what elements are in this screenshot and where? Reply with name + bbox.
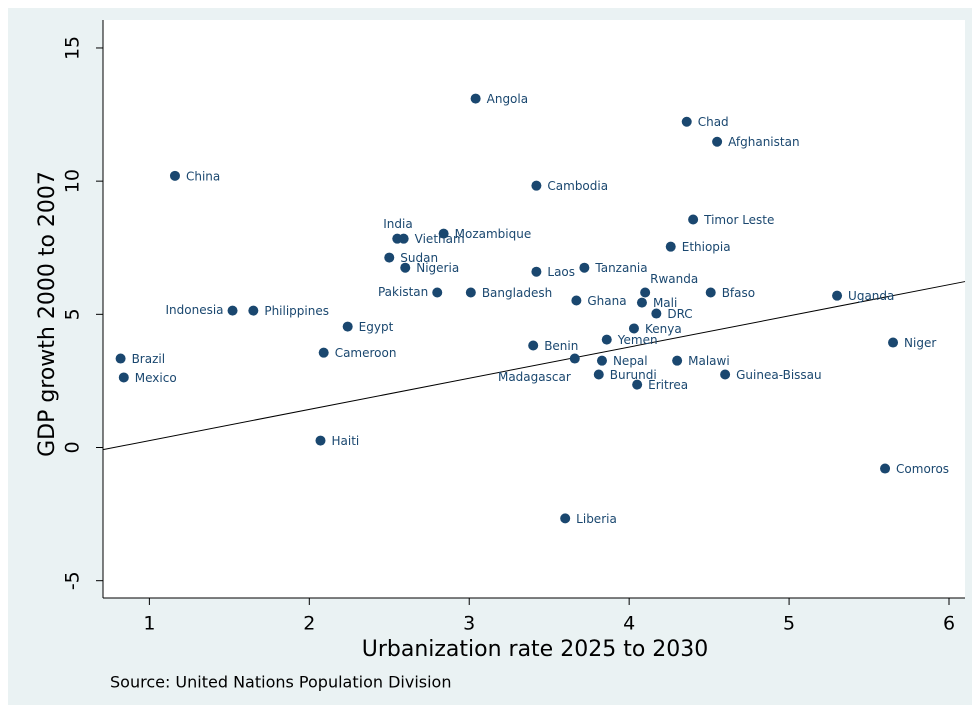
x-axis-title: Urbanization rate 2025 to 2030 bbox=[362, 637, 709, 662]
point-label: Bfaso bbox=[722, 286, 755, 300]
point bbox=[432, 287, 443, 298]
point bbox=[470, 93, 481, 104]
plot-area bbox=[103, 20, 965, 598]
x-tick-label: 4 bbox=[623, 613, 635, 635]
point-label: Philippines bbox=[264, 304, 329, 318]
source-note: Source: United Nations Population Divisi… bbox=[110, 673, 451, 692]
x-tick-label: 2 bbox=[303, 613, 315, 635]
y-tick-label: 5 bbox=[62, 308, 84, 320]
point bbox=[672, 355, 683, 366]
point bbox=[888, 337, 899, 348]
y-tick-label: 0 bbox=[62, 441, 84, 453]
point bbox=[628, 323, 639, 334]
point-label: Afghanistan bbox=[728, 135, 799, 149]
point bbox=[636, 297, 647, 308]
point bbox=[880, 463, 891, 474]
point-label: Madagascar bbox=[498, 370, 571, 384]
point bbox=[712, 136, 723, 147]
point bbox=[531, 180, 542, 191]
point bbox=[398, 233, 409, 244]
y-tick-label: 15 bbox=[62, 36, 84, 60]
point bbox=[569, 353, 580, 364]
point bbox=[342, 321, 353, 332]
point-label: Benin bbox=[544, 339, 578, 353]
point-label: Brazil bbox=[132, 352, 166, 366]
point bbox=[438, 228, 449, 239]
point bbox=[705, 287, 716, 298]
y-axis-title: GDP growth 2000 to 2007 bbox=[35, 171, 60, 457]
point-label: Burundi bbox=[610, 368, 657, 382]
point-label: Mexico bbox=[135, 371, 177, 385]
point-label: Bangladesh bbox=[482, 286, 552, 300]
point bbox=[832, 290, 843, 301]
point-label: Pakistan bbox=[378, 285, 428, 299]
point-label: Ghana bbox=[587, 294, 626, 308]
point bbox=[593, 369, 604, 380]
x-tick-label: 3 bbox=[463, 613, 475, 635]
point-label: Mali bbox=[653, 296, 677, 310]
point-label: Liberia bbox=[576, 512, 617, 526]
point bbox=[227, 305, 238, 316]
point bbox=[596, 355, 607, 366]
point-label: Cameroon bbox=[335, 346, 397, 360]
point-label: Yemen bbox=[617, 333, 658, 347]
point-label: DRC bbox=[667, 307, 692, 321]
point-label: Laos bbox=[547, 265, 575, 279]
point-label: Angola bbox=[487, 92, 528, 106]
x-tick-label: 6 bbox=[943, 613, 955, 635]
point bbox=[400, 262, 411, 273]
point-label: Rwanda bbox=[650, 272, 698, 286]
point-label: India bbox=[383, 217, 412, 231]
point bbox=[601, 334, 612, 345]
point bbox=[465, 287, 476, 298]
point-label: Ethiopia bbox=[682, 240, 731, 254]
point bbox=[665, 241, 676, 252]
point bbox=[248, 305, 259, 316]
point-label: Chad bbox=[698, 115, 729, 129]
point bbox=[315, 435, 326, 446]
x-tick-label: 1 bbox=[143, 613, 155, 635]
point-label: Nepal bbox=[613, 354, 648, 368]
point-label: Comoros bbox=[896, 462, 949, 476]
point bbox=[632, 379, 643, 390]
point bbox=[118, 372, 129, 383]
point-label: Timor Leste bbox=[703, 213, 774, 227]
point bbox=[688, 214, 699, 225]
point-label: Sudan bbox=[400, 251, 438, 265]
y-tick-label: -5 bbox=[62, 571, 84, 590]
point bbox=[528, 340, 539, 351]
point-label: Uganda bbox=[848, 289, 894, 303]
point-label: Nigeria bbox=[416, 261, 459, 275]
point-label: Niger bbox=[904, 336, 936, 350]
point bbox=[318, 347, 329, 358]
point bbox=[560, 513, 571, 524]
point bbox=[571, 295, 582, 306]
point-label: Kenya bbox=[645, 322, 682, 336]
point-label: China bbox=[186, 169, 220, 183]
point-label: Tanzania bbox=[594, 261, 647, 275]
point bbox=[531, 266, 542, 277]
point bbox=[115, 353, 126, 364]
point bbox=[681, 116, 692, 127]
point bbox=[640, 287, 651, 298]
point bbox=[579, 262, 590, 273]
point-label: Haiti bbox=[331, 434, 359, 448]
point-label: Mozambique bbox=[455, 227, 532, 241]
fit-line bbox=[102, 281, 966, 451]
point-label: Guinea-Bissau bbox=[736, 368, 822, 382]
point bbox=[651, 308, 662, 319]
x-tick-label: 5 bbox=[783, 613, 795, 635]
point bbox=[169, 170, 180, 181]
y-tick-label: 10 bbox=[62, 169, 84, 193]
point-label: Vietnam bbox=[415, 232, 465, 246]
point-label: Egypt bbox=[359, 320, 394, 334]
point-label: Indonesia bbox=[166, 303, 224, 317]
point-label: Eritrea bbox=[648, 378, 688, 392]
point-label: Malawi bbox=[688, 354, 730, 368]
point-label: Cambodia bbox=[547, 179, 608, 193]
point bbox=[384, 252, 395, 263]
point bbox=[720, 369, 731, 380]
